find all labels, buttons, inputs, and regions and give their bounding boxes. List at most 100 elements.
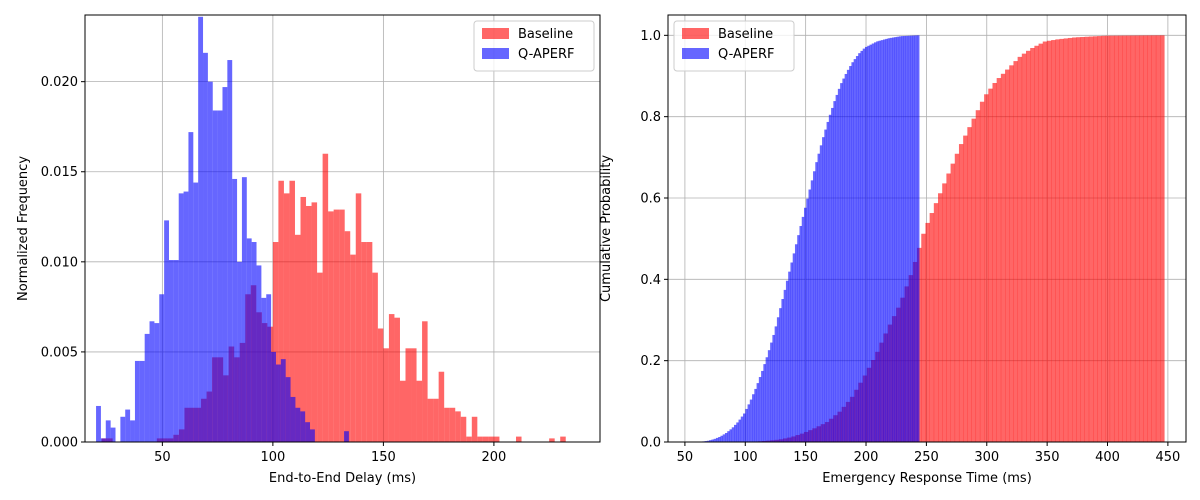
cdf-bar-baseline bbox=[1067, 37, 1073, 442]
cdf-bar-baseline bbox=[975, 110, 981, 442]
cdf-bar-q-aperf bbox=[826, 121, 830, 442]
cdf-bar-q-aperf bbox=[761, 370, 764, 442]
cdf-bar-q-aperf bbox=[815, 162, 818, 442]
cdf-bar-baseline bbox=[1093, 36, 1098, 442]
bar-baseline bbox=[449, 407, 456, 442]
y-axis-label: Cumulative Probability bbox=[599, 155, 614, 302]
legend: Baseline Q-APERF bbox=[473, 20, 595, 72]
axes-frame bbox=[84, 14, 601, 443]
cdf-bar-baseline bbox=[1143, 35, 1148, 442]
cdf-bar-q-aperf bbox=[851, 62, 854, 442]
bar-baseline bbox=[438, 371, 445, 442]
cdf-bars bbox=[693, 35, 1165, 443]
bar-baseline bbox=[333, 209, 340, 442]
bar-q-aperf bbox=[188, 132, 194, 442]
x-tick-label: 50 bbox=[677, 450, 694, 465]
x-tick-label: 100 bbox=[733, 450, 758, 465]
cdf-bar-q-aperf bbox=[799, 226, 803, 442]
cdf-bar-baseline bbox=[1051, 40, 1056, 442]
cdf-bar-q-aperf bbox=[747, 404, 751, 442]
cdf-bar-baseline bbox=[1013, 61, 1018, 442]
cdf-bar-q-aperf bbox=[770, 342, 773, 442]
bar-q-aperf bbox=[178, 193, 184, 442]
y-tick-label: 0.8 bbox=[640, 110, 661, 125]
cdf-bar-baseline bbox=[954, 153, 960, 442]
bar-q-aperf bbox=[256, 265, 262, 442]
x-tick-label: 150 bbox=[371, 450, 396, 465]
bar-baseline bbox=[471, 416, 478, 442]
cdf-bar-q-aperf bbox=[729, 429, 733, 442]
cdf-bar-q-aperf bbox=[894, 37, 897, 443]
cdf-bar-q-aperf bbox=[792, 253, 796, 442]
cdf-bar-q-aperf bbox=[864, 46, 868, 442]
axes-frame bbox=[667, 14, 1187, 443]
bar-q-aperf bbox=[344, 431, 349, 442]
cdf-bar-q-aperf bbox=[817, 153, 821, 442]
cdf-bar-q-aperf bbox=[810, 180, 814, 443]
cdf-bar-q-aperf bbox=[892, 37, 895, 442]
cdf-bar-baseline bbox=[1055, 39, 1060, 442]
cdf-bar-baseline bbox=[992, 82, 997, 443]
legend-swatch-q-aperf bbox=[482, 48, 509, 59]
cdf-bar-baseline bbox=[1155, 35, 1161, 443]
cdf-bar-q-aperf bbox=[776, 317, 780, 442]
cdf-bar-q-aperf bbox=[808, 189, 812, 442]
cdf-bar-q-aperf bbox=[713, 438, 717, 442]
x-tick-label: 300 bbox=[974, 450, 999, 465]
bar-baseline bbox=[372, 272, 378, 442]
cdf-bar-baseline bbox=[1088, 36, 1094, 443]
bar-baseline bbox=[361, 242, 367, 442]
cdf-bar-q-aperf bbox=[752, 394, 755, 442]
cdf-bar-baseline bbox=[921, 233, 926, 442]
cdf-bar-q-aperf bbox=[914, 35, 918, 443]
bar-q-aperf bbox=[193, 182, 199, 443]
cdf-bar-baseline bbox=[1059, 38, 1065, 443]
cdf-bar-q-aperf bbox=[867, 45, 870, 443]
bar-q-aperf bbox=[125, 409, 131, 442]
cdf-bar-q-aperf bbox=[844, 73, 848, 442]
bar-baseline bbox=[366, 242, 373, 442]
bar-q-aperf bbox=[159, 294, 165, 442]
cdf-bar-q-aperf bbox=[889, 37, 893, 443]
y-tick-label: 0.005 bbox=[41, 345, 78, 360]
y-tick-label: 0.010 bbox=[41, 255, 78, 270]
cdf-bar-q-aperf bbox=[722, 434, 726, 442]
cdf-bar-q-aperf bbox=[855, 56, 859, 442]
bar-q-aperf bbox=[130, 420, 135, 442]
cdf-bar-baseline bbox=[967, 127, 972, 443]
cdf-bar-q-aperf bbox=[828, 114, 832, 442]
cdf-bar-q-aperf bbox=[785, 280, 789, 442]
y-tick-label: 0.000 bbox=[41, 436, 78, 451]
bar-q-aperf bbox=[217, 110, 223, 443]
bar-q-aperf bbox=[105, 420, 111, 442]
cdf-bar-q-aperf bbox=[910, 35, 913, 443]
y-axis-ticks: 0.000 0.005 0.010 0.015 0.020 bbox=[41, 75, 85, 451]
x-tick-label: 100 bbox=[260, 450, 285, 465]
cdf-bar-baseline bbox=[1042, 41, 1048, 442]
bar-baseline bbox=[328, 211, 334, 442]
bar-q-aperf bbox=[241, 177, 247, 442]
bar-baseline bbox=[294, 234, 301, 442]
cdf-bar-q-aperf bbox=[774, 326, 778, 442]
y-axis-label: Normalized Frequency bbox=[16, 156, 31, 301]
bar-baseline bbox=[350, 254, 356, 442]
cdf-bar-q-aperf bbox=[767, 350, 771, 442]
y-tick-label: 0.4 bbox=[640, 273, 661, 288]
bar-baseline bbox=[399, 380, 406, 442]
x-axis-ticks: 50 100 150 200 bbox=[154, 442, 506, 465]
cdf-bar-q-aperf bbox=[738, 419, 742, 442]
bar-baseline bbox=[383, 348, 389, 442]
cdf-bar-q-aperf bbox=[860, 50, 864, 442]
bar-baseline bbox=[311, 202, 318, 442]
bar-q-aperf bbox=[212, 110, 218, 443]
y-tick-label: 0.020 bbox=[41, 75, 78, 90]
bar-q-aperf bbox=[203, 52, 208, 442]
legend-label-q-aperf: Q-APERF bbox=[718, 47, 774, 62]
cdf-bar-baseline bbox=[1105, 35, 1111, 443]
bar-baseline bbox=[306, 205, 312, 442]
bar-baseline bbox=[339, 209, 345, 442]
cdf-bar-baseline bbox=[1118, 35, 1123, 442]
cdf-bar-q-aperf bbox=[765, 357, 769, 442]
cdf-bar-q-aperf bbox=[754, 388, 757, 442]
